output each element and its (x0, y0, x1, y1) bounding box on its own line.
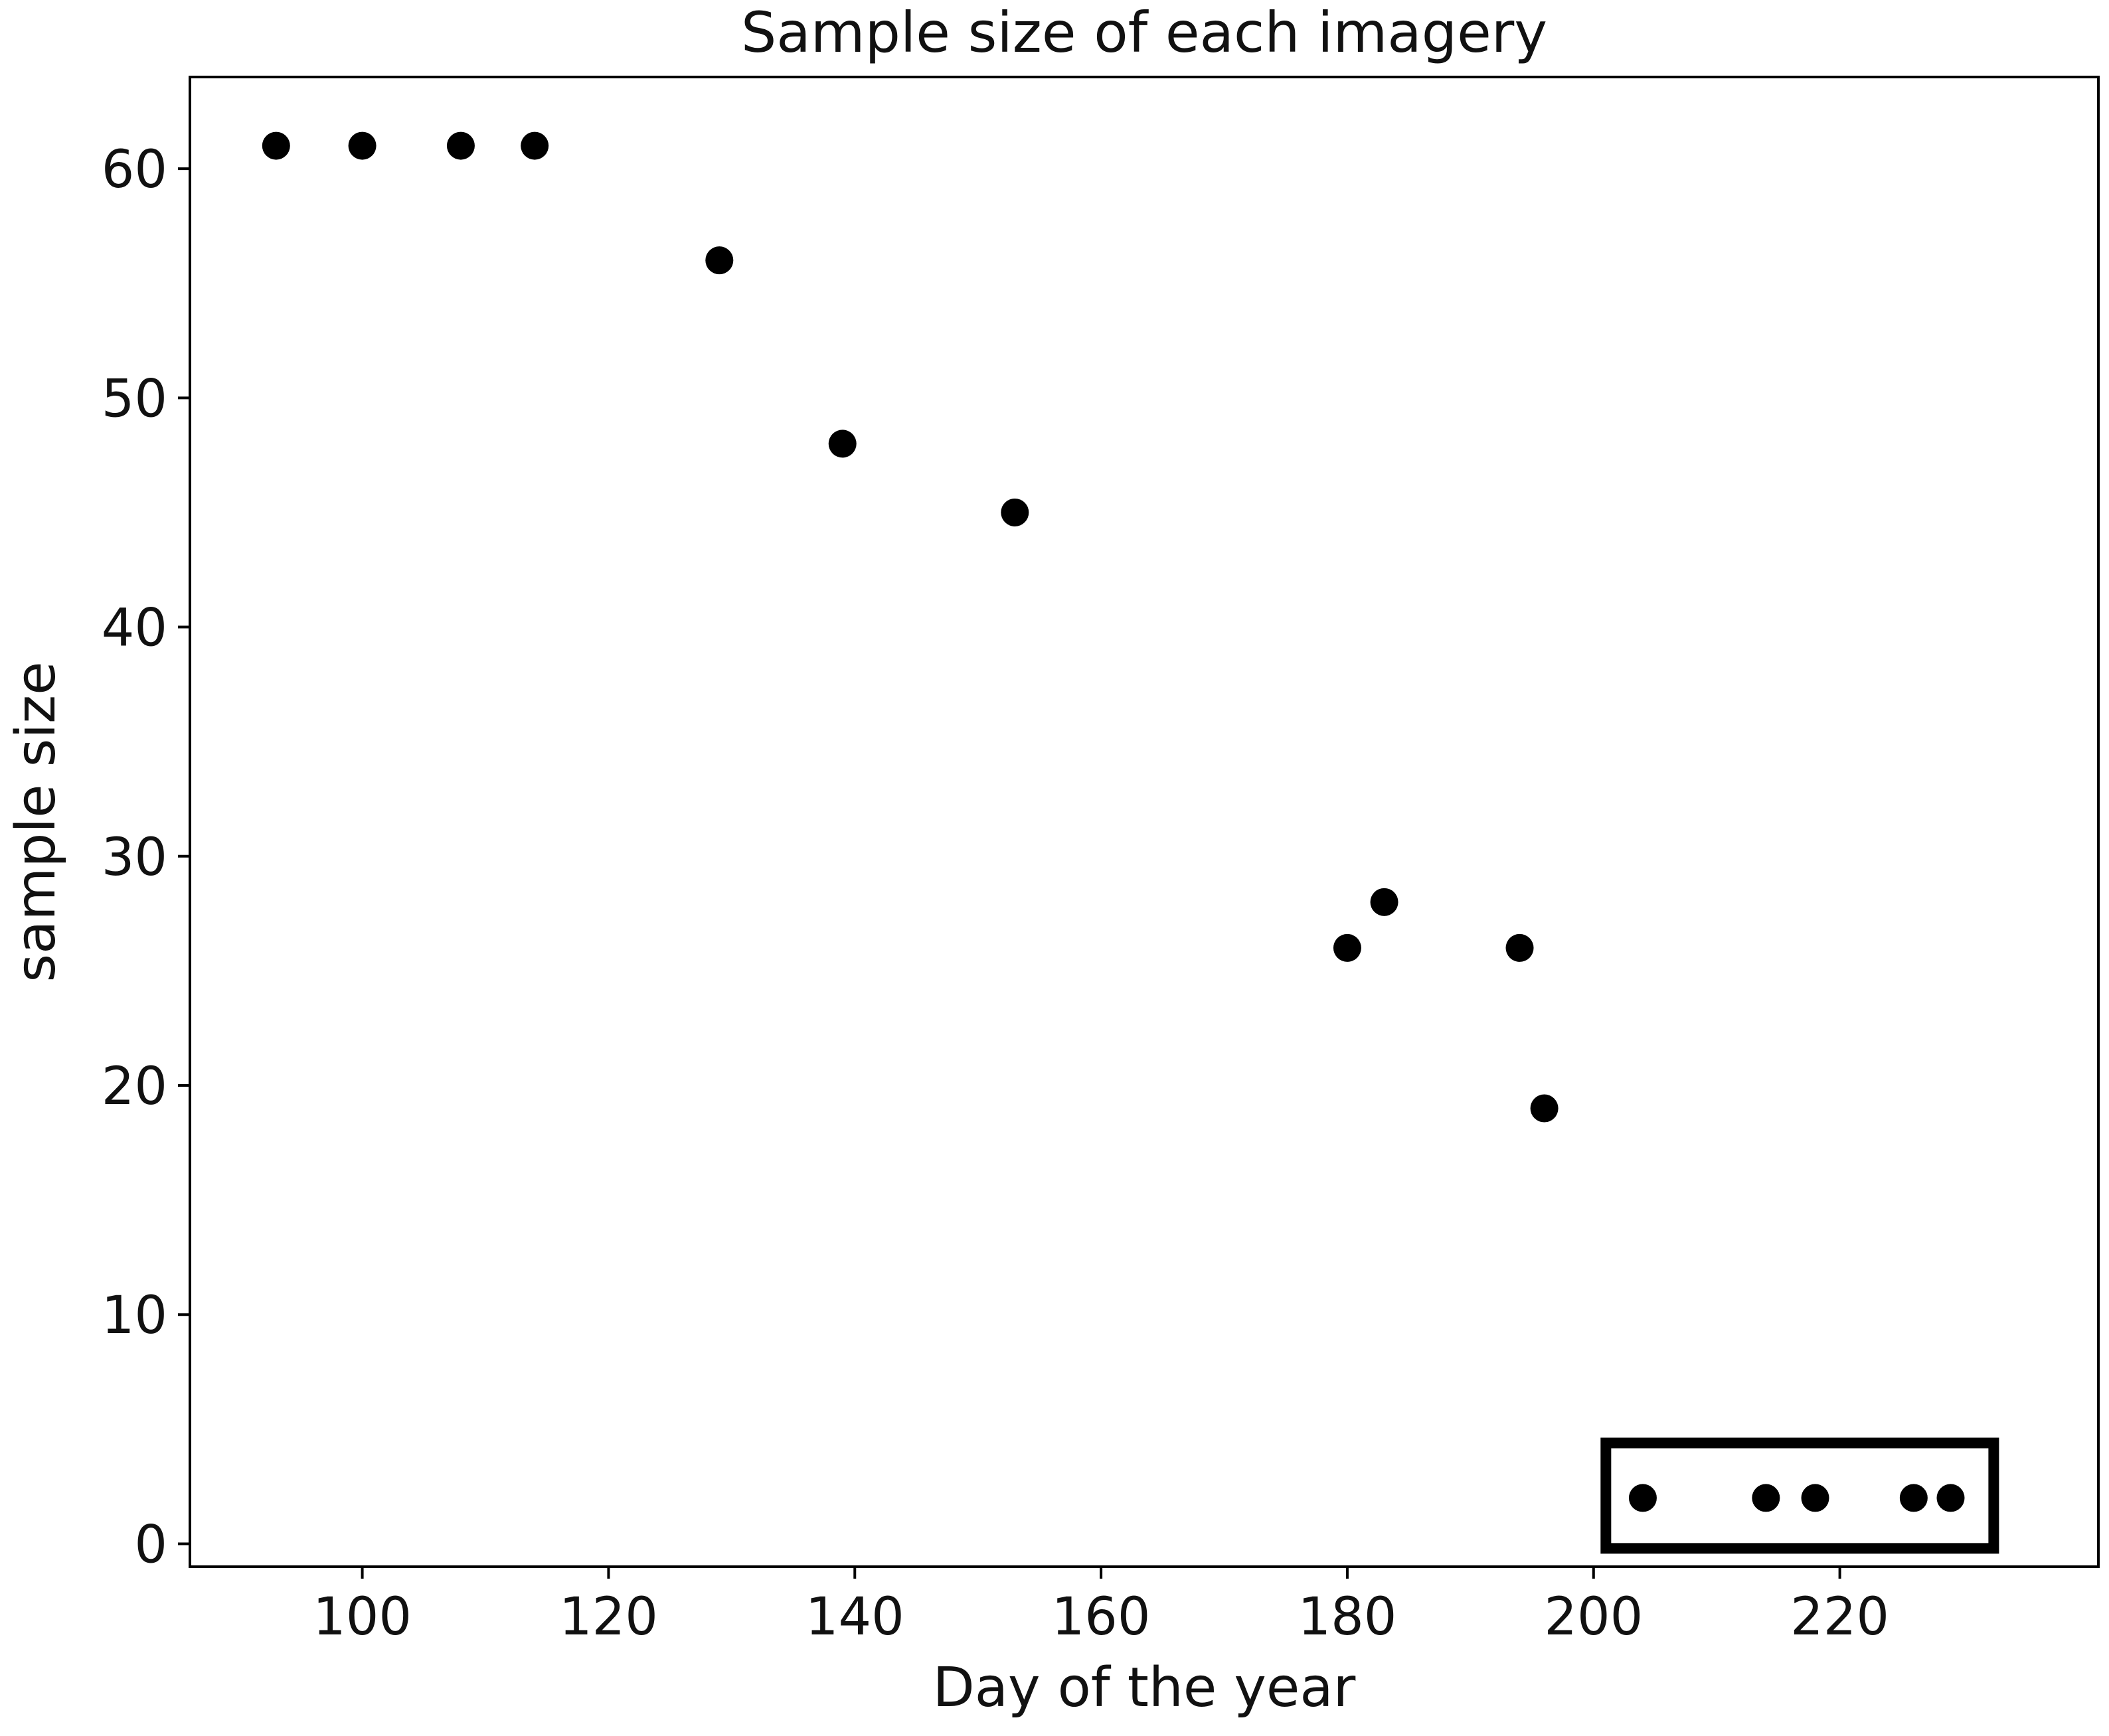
x-tick-label: 160 (1052, 1587, 1151, 1647)
x-axis-label: Day of the year (933, 1656, 1356, 1719)
highlight-box (1600, 1437, 1999, 1554)
x-tick-label: 140 (805, 1587, 904, 1647)
y-tick-label: 20 (102, 1057, 167, 1117)
data-point (1001, 498, 1029, 526)
y-tick-label: 50 (102, 369, 167, 429)
data-point (446, 131, 475, 160)
chart-title: Sample size of each imagery (741, 0, 1547, 65)
y-tick-label: 0 (134, 1515, 167, 1575)
y-tick-label: 10 (102, 1286, 167, 1346)
x-tick-label: 220 (1790, 1587, 1889, 1647)
data-point (1628, 1484, 1657, 1512)
x-axis: 100 120 140 160 180 200 220 (313, 1567, 1889, 1647)
data-points (262, 131, 1965, 1512)
plot-border (189, 76, 2100, 1568)
plot-frame (189, 76, 2100, 1568)
y-axis-label: sample size (5, 661, 68, 982)
y-tick-label: 30 (102, 828, 167, 888)
data-point (262, 131, 290, 160)
data-point (705, 246, 734, 275)
data-point (1752, 1484, 1780, 1512)
data-point (1333, 933, 1361, 962)
data-point (828, 430, 857, 458)
y-tick-label: 60 (102, 140, 167, 200)
data-point (1801, 1484, 1829, 1512)
x-tick-label: 180 (1298, 1587, 1396, 1647)
y-axis: 0 10 20 30 40 50 60 (102, 140, 190, 1575)
data-point (1899, 1484, 1928, 1512)
data-point (521, 131, 549, 160)
highlight-box-group (1600, 1437, 1999, 1554)
data-point (1936, 1484, 1965, 1512)
x-tick-label: 120 (559, 1587, 658, 1647)
x-tick-label: 100 (313, 1587, 412, 1647)
data-point (1530, 1094, 1559, 1123)
data-point (1370, 888, 1398, 916)
data-point (348, 131, 377, 160)
data-point (1505, 933, 1534, 962)
y-tick-label: 40 (102, 599, 167, 659)
x-tick-label: 200 (1544, 1587, 1643, 1647)
